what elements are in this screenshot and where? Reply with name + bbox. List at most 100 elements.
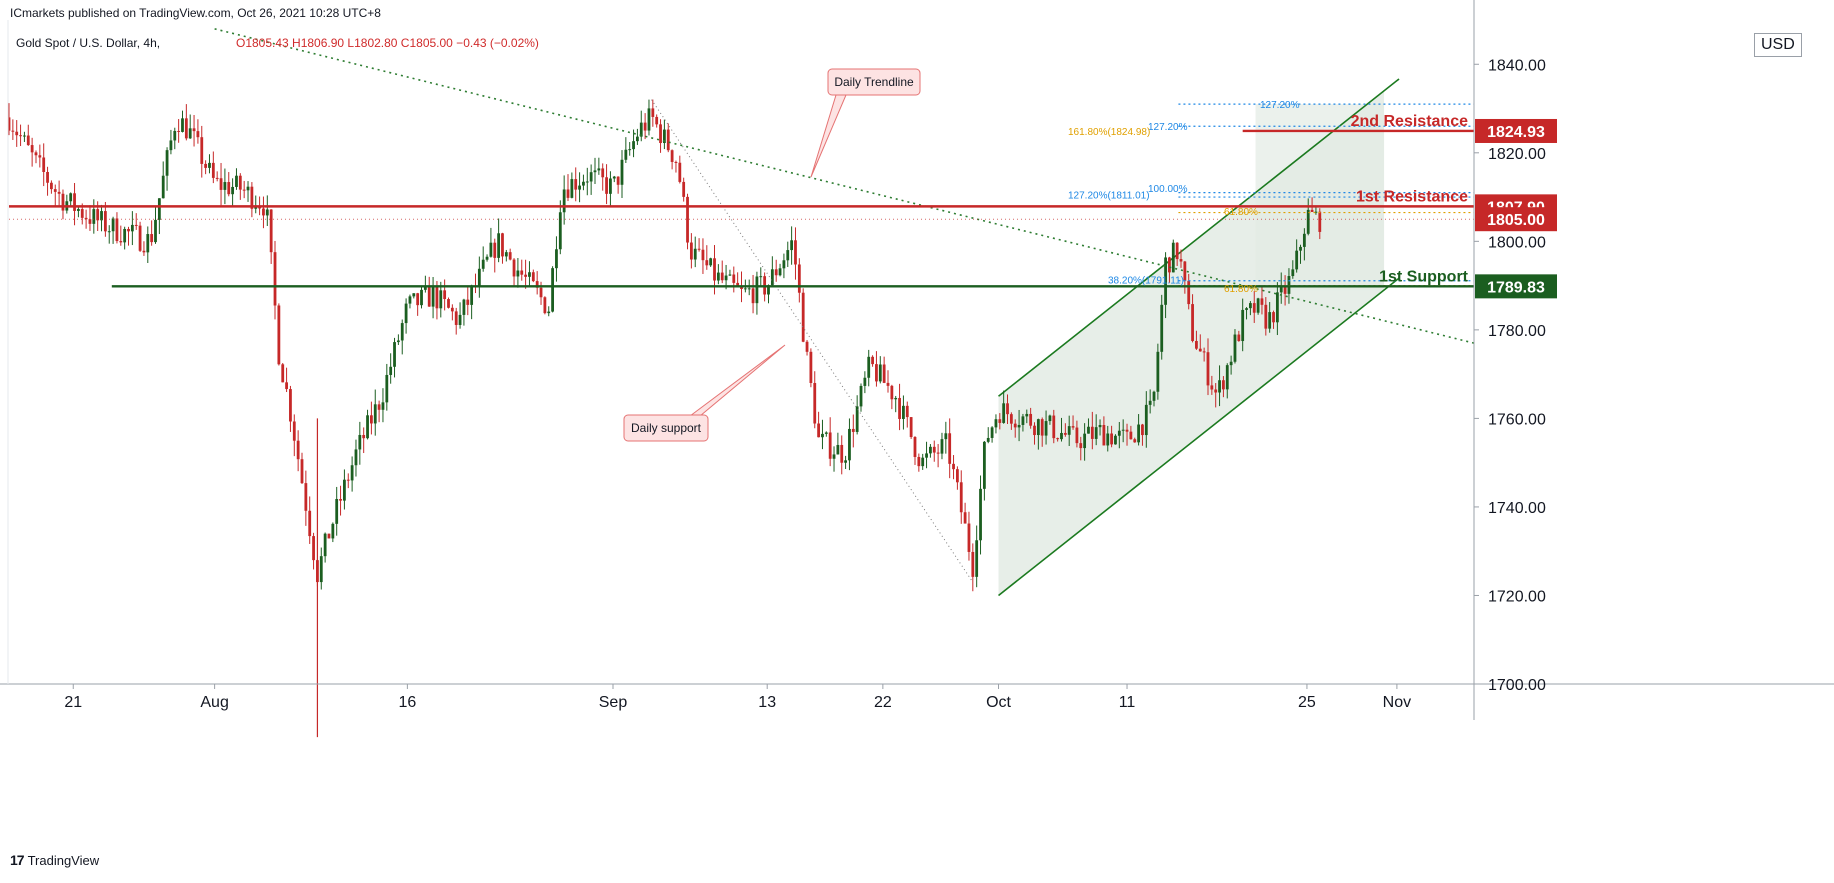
candle-body	[736, 282, 740, 287]
candle-body	[570, 179, 574, 198]
fib-label: 61.80%	[1224, 207, 1258, 218]
candle-body	[358, 434, 362, 450]
candle	[848, 418, 851, 471]
candle	[767, 284, 770, 304]
candle	[1183, 260, 1187, 294]
candle-body	[165, 150, 169, 176]
candle	[50, 180, 53, 194]
x-tick-label: Nov	[1383, 694, 1411, 711]
candle	[150, 220, 154, 246]
candle	[1306, 198, 1310, 236]
candle	[986, 427, 990, 444]
candle-body	[516, 270, 520, 277]
candle-body	[655, 116, 659, 125]
candle-body	[755, 276, 759, 304]
candle	[1117, 421, 1121, 449]
candle-body	[211, 162, 215, 178]
current-price-tag: 1805.00	[1475, 207, 1557, 232]
candle	[809, 348, 813, 388]
candle-body	[15, 131, 19, 136]
candle-body	[767, 285, 770, 295]
candle	[504, 249, 508, 262]
candle-body	[377, 404, 381, 410]
candle-body	[1071, 426, 1075, 428]
candle-body	[107, 231, 111, 233]
candle	[774, 259, 778, 282]
candle	[1133, 437, 1137, 443]
candle	[53, 184, 57, 207]
candle-body	[73, 193, 76, 211]
candle	[412, 293, 416, 299]
candle	[512, 258, 516, 287]
candle	[215, 171, 219, 182]
candle-body	[782, 260, 786, 269]
candle-body	[1141, 424, 1144, 436]
candle-body	[643, 122, 647, 131]
daily-trendline-callout-box	[827, 68, 921, 96]
candle-body	[130, 224, 134, 232]
tradingview-footer[interactable]: 17 TradingView	[10, 852, 99, 868]
candle-body	[150, 234, 154, 243]
candle-body	[740, 286, 743, 289]
y-tick-label: 1700.00	[1488, 677, 1546, 694]
candle	[1040, 417, 1044, 447]
y-tick-label: 1740.00	[1488, 500, 1546, 517]
candle-body	[1256, 298, 1260, 313]
candle	[871, 355, 874, 367]
candle	[169, 129, 173, 155]
candle-body	[335, 498, 339, 524]
candle-body	[925, 453, 928, 458]
candle-body	[1133, 439, 1137, 443]
candle-body	[400, 323, 404, 341]
candle	[331, 522, 335, 543]
candle	[578, 172, 581, 203]
candle	[543, 296, 547, 315]
candle-body	[408, 296, 412, 304]
candle-body	[1002, 403, 1006, 423]
candle	[184, 104, 188, 141]
candle	[1248, 301, 1252, 316]
candle	[393, 337, 396, 378]
candle	[493, 238, 497, 273]
candle	[778, 263, 782, 277]
currency-selector[interactable]: USD	[1754, 33, 1802, 57]
candle	[936, 444, 940, 468]
candle	[948, 418, 952, 479]
candle-body	[875, 364, 878, 382]
candle-body	[855, 406, 859, 432]
candle-body	[262, 208, 265, 216]
candle	[1006, 394, 1009, 424]
candle-body	[759, 276, 763, 278]
candle-body	[177, 130, 181, 132]
candle-body	[678, 162, 682, 182]
candle-body	[1079, 443, 1083, 449]
footer-brand: TradingView	[27, 853, 100, 868]
candle-body	[92, 209, 96, 224]
candle-body	[578, 185, 581, 190]
candle	[1152, 390, 1156, 407]
candle	[1075, 420, 1079, 448]
candle	[844, 455, 847, 470]
price-tag-bg	[1475, 274, 1557, 299]
candle-body	[26, 135, 30, 146]
candle-body	[327, 533, 331, 539]
candle	[531, 269, 535, 283]
candle	[369, 401, 373, 435]
candle	[666, 123, 670, 153]
candle	[408, 294, 412, 309]
candle-body	[1168, 257, 1171, 273]
candle	[1025, 409, 1029, 424]
candle-body	[986, 437, 990, 442]
candle-body	[1314, 211, 1318, 213]
candle-body	[1241, 309, 1245, 342]
level-name: 1st Support	[1379, 268, 1469, 285]
candle	[231, 178, 235, 207]
candle-body	[258, 206, 261, 209]
candle-body	[543, 297, 547, 314]
candle	[447, 297, 450, 309]
fib-label: 38.20%(1791.11)	[1108, 275, 1184, 286]
candle	[1090, 411, 1094, 450]
candle-body	[7, 117, 11, 131]
candle-body	[878, 364, 882, 382]
